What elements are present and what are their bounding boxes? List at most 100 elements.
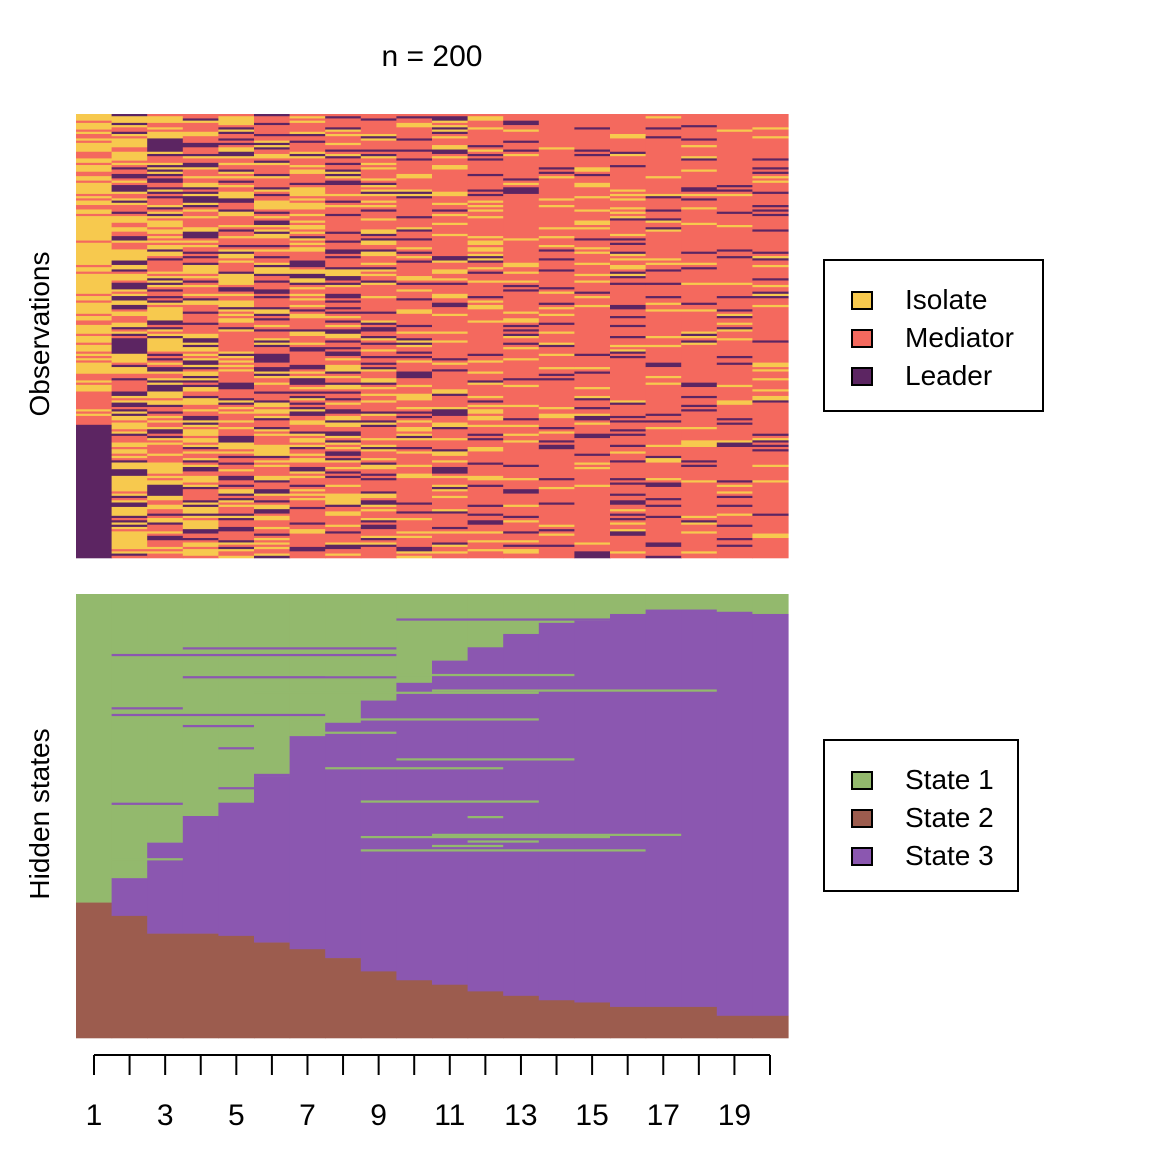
- obs-cell-mediator: [716, 404, 753, 419]
- obs-cell-mediator: [360, 114, 397, 119]
- obs-cell-isolate: [396, 340, 433, 343]
- obs-cell-leader: [645, 542, 682, 548]
- obs-cell-mediator: [716, 331, 753, 339]
- obs-cell-mediator: [432, 455, 469, 461]
- obs-cell-isolate: [360, 535, 397, 539]
- obs-cell-isolate: [752, 176, 789, 179]
- obs-cell-mediator: [325, 298, 362, 301]
- obs-cell-leader: [681, 340, 718, 343]
- obs-cell-mediator: [254, 320, 291, 326]
- obs-cell-leader: [716, 442, 753, 448]
- obs-cell-isolate: [182, 227, 219, 232]
- obs-cell-mediator: [574, 198, 611, 210]
- obs-cell-mediator: [254, 413, 291, 417]
- obs-cell-mediator: [645, 222, 682, 228]
- obs-cell-mediator: [503, 125, 540, 130]
- obs-cell-isolate: [254, 382, 291, 386]
- obs-cell-isolate: [289, 298, 326, 301]
- hidden-block-state-1: [503, 594, 540, 635]
- obs-cell-leader: [325, 398, 362, 401]
- obs-cell-isolate: [111, 449, 148, 454]
- obs-cell-mediator: [360, 158, 397, 164]
- obs-cell-mediator: [467, 451, 504, 463]
- obs-cell-leader: [645, 296, 682, 299]
- obs-cell-isolate: [254, 415, 291, 419]
- obs-cell-isolate: [182, 475, 219, 483]
- obs-cell-isolate: [538, 533, 575, 537]
- state-1-swatch: [851, 770, 873, 790]
- obs-cell-isolate: [432, 484, 469, 488]
- obs-cell-mediator: [467, 480, 504, 486]
- obs-cell-isolate: [360, 185, 397, 188]
- obs-cell-leader: [610, 460, 647, 463]
- obs-cell-mediator: [681, 466, 718, 481]
- obs-cell-mediator: [360, 384, 397, 388]
- obs-cell-isolate: [254, 229, 291, 232]
- obs-cell-isolate: [574, 462, 611, 466]
- obs-cell-isolate: [147, 220, 184, 228]
- obs-cell-mediator: [538, 207, 575, 228]
- obs-cell-mediator: [574, 114, 611, 128]
- obs-cell-isolate: [182, 371, 219, 377]
- obs-cell-mediator: [538, 531, 575, 534]
- obs-cell-mediator: [503, 185, 540, 188]
- obs-cell-mediator: [503, 331, 540, 335]
- obs-cell-mediator: [289, 142, 326, 153]
- obs-cell-mediator: [360, 120, 397, 135]
- obs-cell-isolate: [432, 407, 469, 410]
- obs-cell-mediator: [467, 515, 504, 521]
- obs-cell-mediator: [289, 449, 326, 454]
- obs-cell-mediator: [218, 165, 255, 170]
- obs-cell-mediator: [218, 458, 255, 463]
- obs-cell-leader: [467, 296, 504, 299]
- obs-cell-mediator: [467, 302, 504, 306]
- obs-cell-leader: [396, 282, 433, 286]
- obs-cell-mediator: [254, 251, 291, 257]
- obs-cell-leader: [254, 256, 291, 259]
- hidden-transition-line: [360, 849, 646, 852]
- obs-cell-isolate: [218, 555, 255, 559]
- obs-cell-mediator: [610, 240, 647, 244]
- obs-cell-isolate: [538, 244, 575, 248]
- obs-cell-leader: [432, 511, 469, 514]
- obs-cell-isolate: [111, 198, 148, 201]
- obs-cell-leader: [610, 251, 647, 255]
- obs-cell-mediator: [645, 347, 682, 363]
- obs-cell-mediator: [681, 171, 718, 188]
- obs-cell-leader: [610, 304, 647, 310]
- obs-cell-leader: [574, 398, 611, 401]
- obs-cell-leader: [610, 420, 647, 423]
- hidden-block-state-2: [147, 933, 184, 1039]
- obs-cell-isolate: [289, 438, 326, 443]
- obs-cell-mediator: [396, 353, 433, 357]
- obs-cell-mediator: [503, 522, 540, 532]
- obs-cell-isolate: [610, 451, 647, 454]
- obs-cell-mediator: [218, 284, 255, 288]
- obs-cell-mediator: [360, 140, 397, 150]
- obs-cell-leader: [111, 304, 148, 310]
- obs-cell-isolate: [147, 438, 184, 441]
- obs-cell-isolate: [218, 369, 255, 372]
- obs-cell-mediator: [147, 440, 184, 443]
- obs-cell-isolate: [218, 442, 255, 450]
- obs-cell-mediator: [325, 342, 362, 348]
- obs-cell-leader: [360, 182, 397, 186]
- obs-cell-mediator: [182, 242, 219, 246]
- obs-cell-isolate: [716, 313, 753, 317]
- obs-cell-mediator: [147, 182, 184, 188]
- obs-cell-leader: [254, 264, 291, 268]
- obs-cell-mediator: [538, 309, 575, 315]
- hidden-transition-line: [432, 844, 504, 848]
- obs-cell-leader: [289, 546, 326, 552]
- obs-cell-isolate: [432, 475, 469, 479]
- obs-cell-mediator: [111, 453, 148, 457]
- obs-cell-mediator: [182, 211, 219, 217]
- obs-cell-isolate: [76, 176, 113, 181]
- obs-cell-mediator: [325, 302, 362, 308]
- obs-cell-mediator: [254, 535, 291, 539]
- hidden-transition-line: [218, 787, 254, 790]
- obs-cell-isolate: [289, 293, 326, 297]
- obs-cell-mediator: [147, 242, 184, 246]
- obs-cell-isolate: [360, 493, 397, 499]
- obs-cell-mediator: [503, 156, 540, 179]
